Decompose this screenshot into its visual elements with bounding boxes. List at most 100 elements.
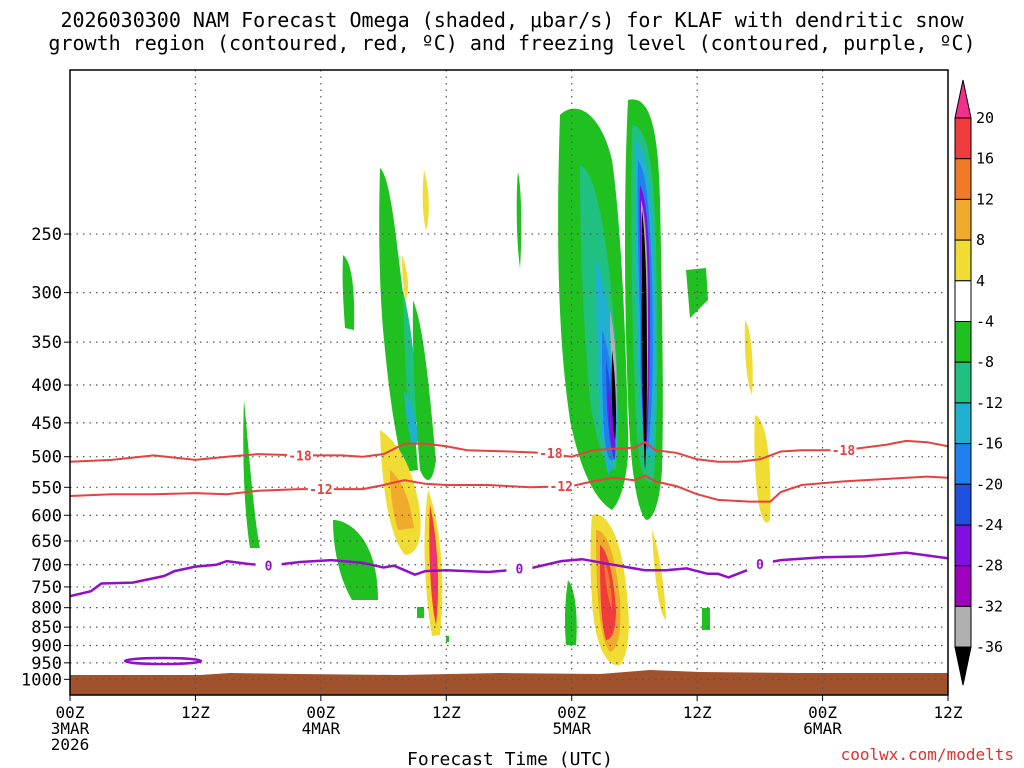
x-tick-label: 12Z — [181, 703, 210, 722]
x-tick-label: 12Z — [432, 703, 461, 722]
x-tick-label: 12Z — [683, 703, 712, 722]
isotherm-minus-12-line — [70, 474, 948, 503]
colorbar-swatch — [954, 443, 972, 485]
colorbar-swatch — [954, 280, 972, 322]
omega-rise-area-14 — [243, 400, 260, 548]
colorbar-label: 12 — [976, 190, 994, 208]
contour-label-bg — [548, 478, 575, 494]
contour-label: 0 — [265, 560, 273, 575]
omega-rise-area-2 — [403, 290, 418, 430]
colorbar-label: -4 — [976, 313, 994, 331]
contour-label-bg — [286, 447, 313, 463]
x-axis-label: Forecast Time (UTC) — [407, 749, 613, 768]
y-tick-label: 1000 — [21, 670, 62, 690]
plot-area — [70, 70, 948, 695]
chart-title-line-1: 2026030300 NAM Forecast Omega (shaded, μ… — [60, 8, 964, 32]
contour-label: -12 — [550, 480, 573, 495]
y-tick-label: 700 — [31, 556, 62, 576]
chart-title-line-2: growth region (contoured, red, ºC) and f… — [48, 31, 976, 55]
contour-label-bg — [537, 444, 564, 460]
omega-rise-area-41 — [744, 320, 753, 395]
omega-rise-area-17 — [516, 172, 522, 268]
x-tick-label: 3MAR — [51, 719, 90, 738]
colorbar-swatch — [954, 524, 972, 567]
contour-label: 0 — [516, 562, 524, 577]
contour-label-bg — [506, 560, 533, 576]
omega-rise-area-23 — [608, 390, 615, 460]
colorbar-swatch — [954, 605, 972, 648]
contour-label-bg — [830, 442, 857, 458]
y-tick-label: 900 — [31, 636, 62, 656]
contour-label: -18 — [288, 449, 312, 464]
colorbar-label: 20 — [976, 109, 994, 127]
colorbar-top-arrow — [954, 79, 972, 119]
contour-label: -12 — [309, 483, 332, 498]
y-axis-ticks: 2503003504004505005506006507007508008509… — [21, 225, 70, 690]
colorbar-label: -16 — [976, 435, 1003, 453]
omega-rise-area-7 — [412, 300, 436, 480]
y-tick-label: 600 — [31, 506, 62, 526]
temperature-contours — [70, 439, 948, 666]
omega-rise-area-15 — [417, 607, 424, 618]
y-tick-label: 650 — [31, 532, 62, 552]
colorbar-swatch — [954, 402, 972, 445]
terrain-ground — [70, 670, 948, 695]
colorbar: 20 16 12 8 4 -4 -8 -12 -16 -20 -24 -28 -32 -36 — [954, 79, 1003, 686]
x-tick-label: 00Z — [56, 703, 85, 722]
omega-rise-area-6 — [422, 170, 429, 230]
omega-rise-area-3 — [404, 390, 420, 446]
contour-label-bg — [307, 481, 334, 497]
x-tick-label: 00Z — [306, 703, 335, 722]
colorbar-label: -28 — [976, 557, 1003, 575]
contour-label-bg — [746, 555, 773, 571]
colorbar-swatch — [954, 565, 972, 607]
omega-rise-area-32 — [641, 210, 647, 470]
omega-rise-area-39 — [702, 608, 710, 630]
colorbar-label: -12 — [976, 394, 1003, 412]
omega-shaded-field — [243, 99, 771, 666]
colorbar-label: -20 — [976, 475, 1003, 493]
contour-label: -18 — [539, 447, 563, 462]
omega-rise-area-25 — [611, 350, 616, 440]
omega-rise-area-13 — [333, 520, 378, 600]
y-tick-label: 550 — [31, 478, 62, 498]
omega-rise-area-40 — [686, 268, 708, 318]
colorbar-label: -32 — [976, 597, 1003, 615]
colorbar-swatch — [954, 321, 972, 363]
contour-label: -18 — [832, 444, 856, 459]
omega-rise-area-36 — [604, 560, 612, 610]
y-tick-label: 800 — [31, 599, 62, 619]
colorbar-label: 16 — [976, 150, 994, 168]
credit-text: coolwx.com/modelts — [840, 745, 1014, 764]
colorbar-swatch — [954, 483, 972, 526]
omega-rise-area-38 — [564, 580, 577, 645]
freezing-level-closed-loop — [123, 656, 203, 666]
freezing-level-line — [70, 551, 948, 598]
y-tick-label: 400 — [31, 376, 62, 396]
omega-rise-area-42 — [754, 415, 771, 523]
colorbar-label: -24 — [976, 516, 1003, 534]
colorbar-swatch — [954, 361, 972, 404]
grid-lines — [70, 70, 948, 695]
omega-rise-area-4 — [342, 255, 355, 330]
y-tick-label: 950 — [31, 654, 62, 674]
contour-labels: -18 -18 -18 -12 -12 0 0 0 — [255, 442, 857, 577]
x-tick-label: 2026 — [51, 735, 90, 754]
omega-rise-area-16 — [446, 636, 449, 642]
x-tick-label: 5MAR — [552, 719, 591, 738]
colorbar-label: -8 — [976, 353, 994, 371]
omega-rise-area-5 — [402, 255, 409, 300]
y-tick-label: 350 — [31, 333, 62, 353]
isotherm-minus-18-line — [70, 439, 948, 463]
x-tick-label: 4MAR — [302, 719, 341, 738]
omega-rise-area-37 — [652, 530, 666, 620]
y-tick-label: 500 — [31, 448, 62, 468]
x-tick-label: 00Z — [557, 703, 586, 722]
colorbar-swatch — [954, 239, 972, 282]
colorbar-swatch — [954, 198, 972, 241]
y-tick-label: 850 — [31, 618, 62, 638]
x-tick-label: 12Z — [934, 703, 963, 722]
x-tick-label: 00Z — [808, 703, 837, 722]
